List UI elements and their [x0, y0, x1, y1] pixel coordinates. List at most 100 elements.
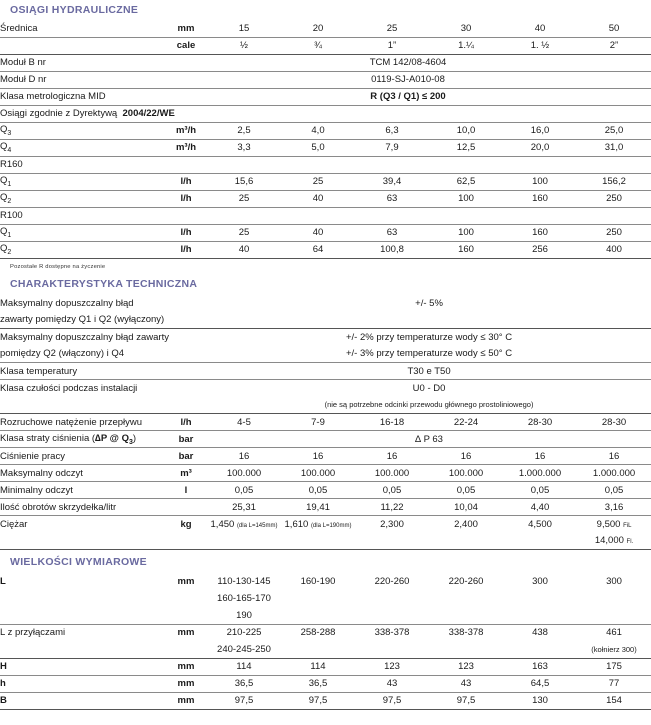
q4-subscript: 4 — [7, 146, 12, 154]
row-unit-height-H: mm — [165, 658, 207, 676]
row-unit-lc-empty — [165, 641, 207, 659]
cell-lc-1: 210-225 — [226, 627, 262, 639]
cell-r160-q1-5: 100 — [503, 173, 577, 191]
cell-h-1: 36,5 — [207, 675, 281, 693]
table-row-min-reading: Minimalny odczyt l 0,05 0,05 0,05 0,05 0… — [0, 481, 651, 499]
cell-lc-extra-4 — [429, 641, 503, 659]
cell-B-4: 97,5 — [429, 692, 503, 710]
cell-r160-q2-3: 63 — [355, 190, 429, 208]
row-unit-length-empty-2 — [165, 607, 207, 625]
cell-diameter-mm-3: 25 — [355, 20, 429, 38]
cell-directive: Osiągi zgodnie z Dyrektywą 2004/22/WE — [0, 105, 651, 123]
cell-temp-class-value: T30 e T50 — [207, 362, 651, 380]
row-unit-min-reading: l — [165, 481, 207, 499]
table-row-r100-q2: Q2 l/h 40 64 100,8 160 256 400 — [0, 241, 651, 259]
table-row-r160-q2: Q2 l/h 25 40 63 100 160 250 — [0, 190, 651, 208]
table-technical: Maksymalny dopuszczalny błąd +/- 5% zawa… — [0, 295, 651, 550]
cell-startup-1: 4-5 — [207, 413, 281, 431]
cell-length-4: 220-260 — [448, 576, 484, 587]
section-heading-hydraulic: OSIĄGI HYDRAULICZNE — [10, 4, 139, 16]
cell-diameter-mm-5: 40 — [503, 20, 577, 38]
row-label-pressure-loss-class: Klasa straty ciśnienia (∆P @ Q3) — [0, 430, 165, 448]
cell-lc-3: 338-378 — [374, 627, 410, 639]
weight-2-note: (dla L=190mm) — [310, 522, 352, 529]
cell-r100-q1-2: 40 — [281, 224, 355, 242]
cell-B-2: 97,5 — [281, 692, 355, 710]
cell-length-1: 110-130-145 — [217, 576, 271, 587]
weight-2-value: 1,610 — [284, 518, 309, 530]
cell-weight-4: 2,400 — [454, 518, 478, 530]
r160-q2-letter: Q — [0, 192, 8, 204]
table-row-temp-class: Klasa temperatury T30 e T50 — [0, 362, 651, 380]
row-label-r100-q2: Q2 — [0, 241, 165, 259]
cell-B-1: 97,5 — [207, 692, 281, 710]
cell-revolutions-6: 3,16 — [577, 498, 651, 516]
table-row-revolutions: Ilość obrotów skrzydełka/litr 25,31 19,4… — [0, 498, 651, 516]
cell-startup-5: 28-30 — [503, 413, 577, 431]
directive-value: 2004/22/WE — [122, 108, 175, 119]
table-row-r160-q1: Q1 l/h 15,6 25 39,4 62,5 100 156,2 — [0, 173, 651, 191]
row-label-startup-flow: Rozruchowe natężenie przepływu — [0, 413, 165, 431]
cell-r160-q1-1: 15,6 — [207, 173, 281, 191]
row-label-sensitivity-empty — [0, 396, 207, 414]
row-label-width-B: B — [0, 692, 165, 710]
cell-length-6: 300 — [606, 576, 622, 587]
cell-length-extra2-2 — [281, 607, 355, 625]
cell-weight-6: 9,500 FiL — [577, 516, 651, 533]
cell-startup-2: 7-9 — [281, 413, 355, 431]
cell-pressure-loss-value: ∆ P 63 — [207, 430, 651, 448]
cell-r160-q1-2: 25 — [281, 173, 355, 191]
q3-subscript: 3 — [7, 129, 12, 137]
row-unit-length-empty-1 — [165, 590, 207, 607]
table-row-startup-flow: Rozruchowe natężenie przepływu l/h 4-5 7… — [0, 413, 651, 431]
r100-q2-letter: Q — [0, 243, 8, 255]
cell-lc-4: 338-378 — [448, 627, 484, 639]
row-unit-r160-q1: l/h — [165, 173, 207, 191]
cell-H-6: 175 — [577, 658, 651, 676]
cell-min-reading-2: 0,05 — [281, 481, 355, 499]
table-row-max-error2-a: Maksymalny dopuszczalny błąd zawarty +/-… — [0, 329, 651, 346]
cell-H-1: 114 — [207, 658, 281, 676]
cell-working-pressure-5: 16 — [503, 447, 577, 465]
cell-r160-q2-4: 100 — [429, 190, 503, 208]
cell-r100-q1-6: 250 — [577, 224, 651, 242]
section-heading-technical: CHARAKTERYSTYKA TECHNICZNA — [10, 277, 198, 290]
r160-q1-letter: Q — [0, 175, 8, 187]
cell-weight-second-2 — [281, 532, 355, 550]
row-label-max-error2-2: pomiędzy Q2 (włączony) i Q4 — [0, 345, 207, 363]
row-unit-length-connections: mm — [177, 627, 195, 639]
cell-r160-q1-4: 62,5 — [429, 173, 503, 191]
row-label-length-connections: L z przyłączami — [0, 627, 66, 639]
row-label-length: L — [0, 576, 6, 587]
cell-revolutions-1: 25,31 — [207, 498, 281, 516]
cell-min-reading-4: 0,05 — [429, 481, 503, 499]
row-label-height-H: H — [0, 658, 165, 676]
cell-length-3: 220-260 — [374, 576, 410, 587]
row-label-q3: Q3 — [0, 122, 165, 140]
table-row-module-d: Moduł D nr 0119-SJ-A010-08 — [0, 71, 651, 89]
row-unit-cale: cale — [165, 37, 207, 55]
cell-r160-q2-6: 250 — [577, 190, 651, 208]
cell-q3-4: 10,0 — [429, 122, 503, 140]
cell-q4-4: 12,5 — [429, 139, 503, 157]
cell-h-5: 64,5 — [503, 675, 577, 693]
table-row-r100-q1: Q1 l/h 25 40 63 100 160 250 — [0, 224, 651, 242]
row-label-module-d: Moduł D nr — [0, 71, 165, 89]
row-label-temp-class: Klasa temperatury — [0, 362, 207, 380]
ploss-label-prefix: Klasa straty ciśnienia ( — [0, 432, 96, 444]
cell-H-5: 163 — [503, 658, 577, 676]
cell-lc-extra-6: (kołnierz 300) — [577, 641, 651, 659]
row-unit-startup-flow: l/h — [165, 413, 207, 431]
cell-length-5: 300 — [532, 576, 548, 587]
ploss-label-subscript: 3 — [128, 438, 133, 446]
q3-letter: Q — [0, 124, 8, 136]
row-unit-revolutions — [165, 498, 207, 516]
cell-working-pressure-2: 16 — [281, 447, 355, 465]
r100-q1-letter: Q — [0, 226, 8, 238]
section-heading-dimensions: WIELKOŚCI WYMIAROWE — [10, 556, 147, 568]
table-row-sensitivity: Klasa czułości podczas instalacji U0 - D… — [0, 380, 651, 397]
cell-diameter-mm-6: 50 — [577, 20, 651, 38]
row-label-r100-q1: Q1 — [0, 224, 165, 242]
cell-r100-q2-2: 64 — [281, 241, 355, 259]
weight-1-note: (dla L=145mm) — [236, 522, 278, 529]
